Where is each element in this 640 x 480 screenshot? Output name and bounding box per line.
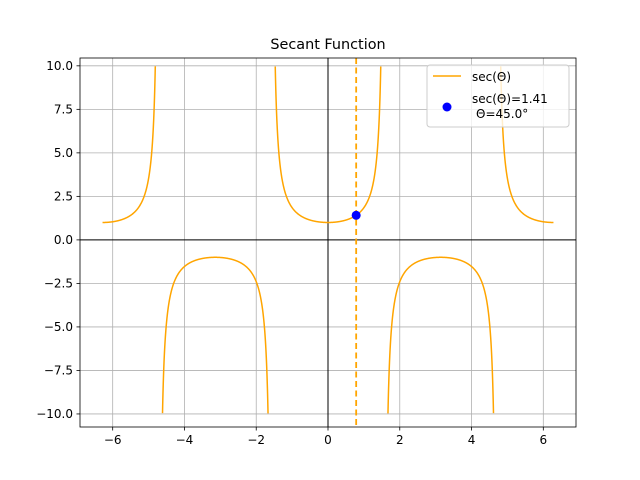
series-line-segment <box>499 66 555 224</box>
legend-series-label: sec(Θ) <box>472 70 511 84</box>
series-line-segment <box>161 256 269 414</box>
y-tick-label: 5.0 <box>54 146 73 160</box>
x-tick-label: −6 <box>104 433 122 447</box>
theta-marker-point <box>351 210 361 220</box>
y-tick-label: −10.0 <box>36 407 73 421</box>
legend: sec(Θ) sec(Θ)=1.41 Θ=45.0° <box>426 64 570 128</box>
x-tick-label: 2 <box>396 433 404 447</box>
legend-marker-swatch <box>442 102 452 112</box>
y-tick-label: 10.0 <box>46 59 73 73</box>
series-layer <box>101 66 555 414</box>
marker-layer <box>351 210 361 220</box>
x-ticks: −6 −4 −2 0 2 4 6 <box>104 427 547 447</box>
zero-axes <box>80 58 576 427</box>
series-line-segment <box>387 256 495 414</box>
x-tick-label: 4 <box>468 433 476 447</box>
y-tick-label: 2.5 <box>54 190 73 204</box>
x-tick-label: 0 <box>324 433 332 447</box>
y-tick-label: −2.5 <box>44 277 73 291</box>
y-tick-label: −7.5 <box>44 364 73 378</box>
legend-marker-label-line1: sec(Θ)=1.41 <box>472 92 548 106</box>
series-line-segment <box>101 66 157 224</box>
chart-title: Secant Function <box>270 37 385 53</box>
y-tick-label: 0.0 <box>54 233 73 247</box>
x-tick-label: 6 <box>539 433 547 447</box>
legend-box <box>426 64 570 128</box>
legend-marker-label-line2: Θ=45.0° <box>476 107 528 121</box>
x-tick-label: −4 <box>176 433 194 447</box>
x-tick-label: −2 <box>247 433 265 447</box>
y-tick-label: −5.0 <box>44 320 73 334</box>
y-tick-label: 7.5 <box>54 103 73 117</box>
y-ticks: 10.0 7.5 5.0 2.5 0.0 −2.5 −5.0 −7.5 −10.0 <box>36 59 80 421</box>
series-line-segment <box>274 66 382 224</box>
